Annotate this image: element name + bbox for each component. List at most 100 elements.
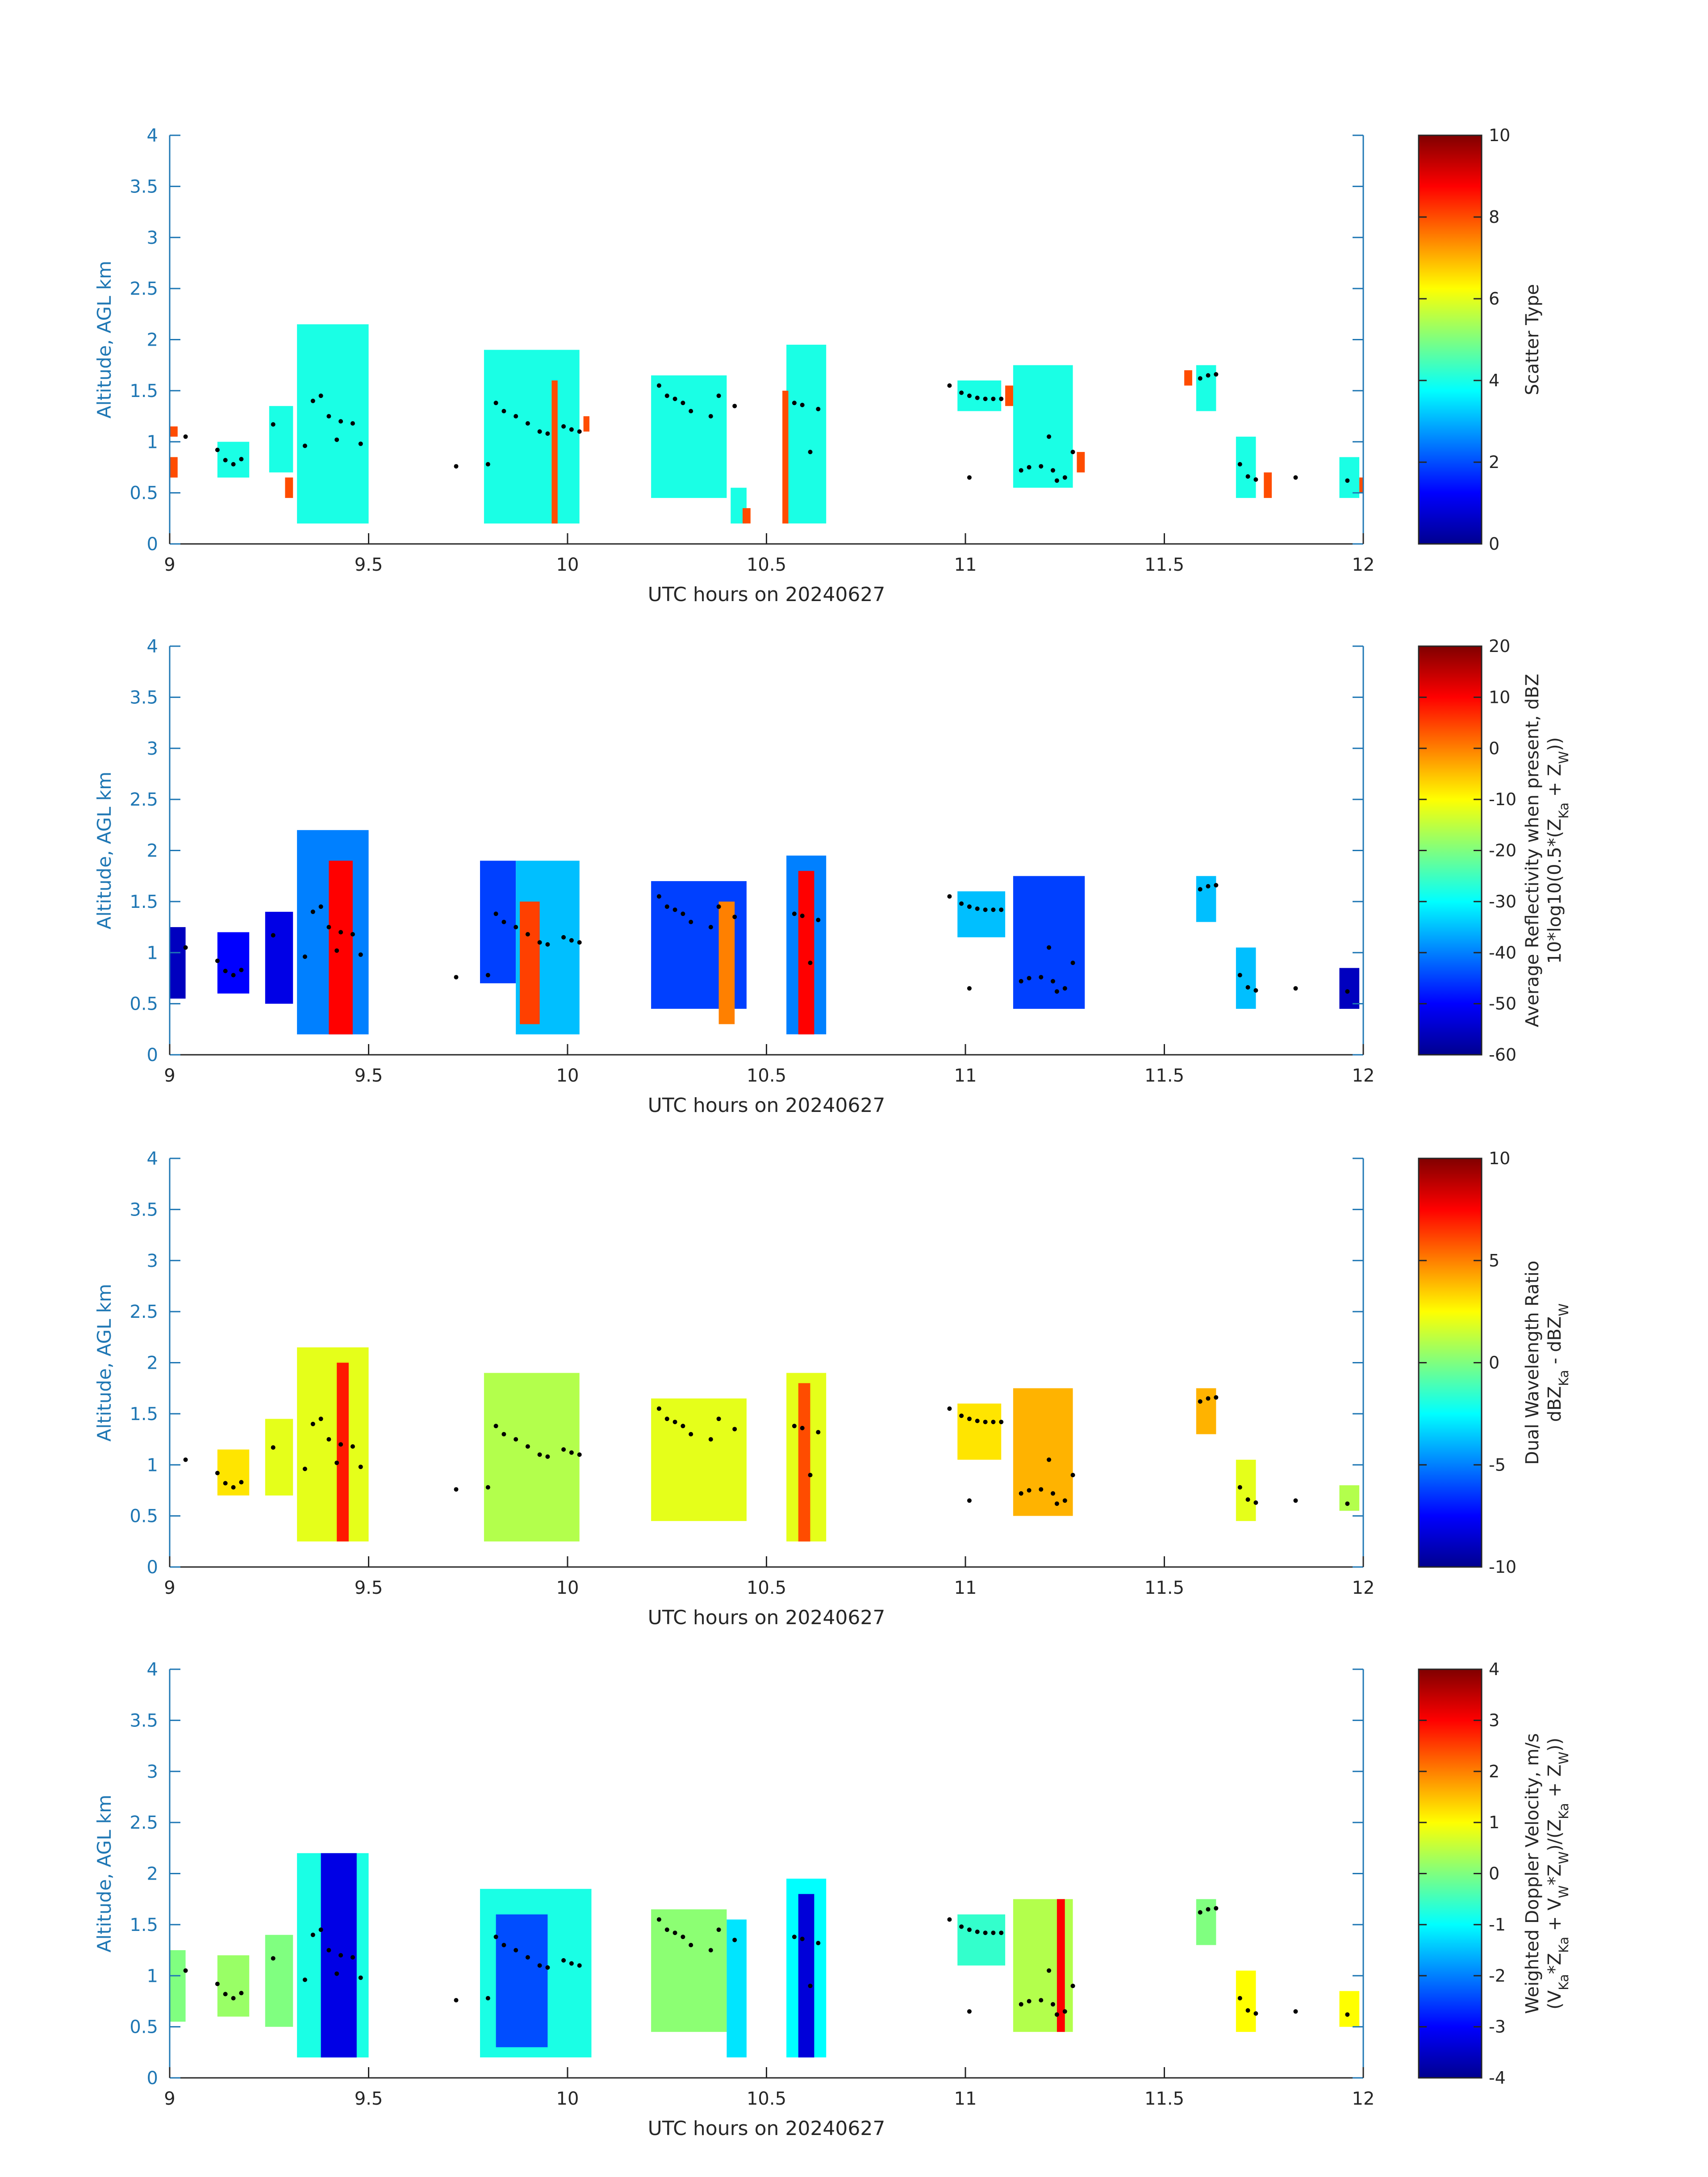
marker-dot xyxy=(681,911,685,916)
marker-dot xyxy=(1062,475,1067,480)
colorbar-label: 10*log10(0.5*(ZKa + ZW)) xyxy=(1545,737,1571,964)
marker-dot xyxy=(545,431,550,436)
y-tick-label: 0 xyxy=(147,2068,158,2089)
x-tick-label: 11 xyxy=(954,1066,977,1086)
colorbar xyxy=(1418,1157,1482,1568)
marker-dot xyxy=(1198,1910,1203,1915)
marker-dot xyxy=(732,1427,737,1432)
marker-dot xyxy=(983,1420,988,1425)
data-cell xyxy=(1196,1388,1216,1434)
y-tick-label: 4 xyxy=(147,636,158,657)
marker-dot xyxy=(672,397,677,401)
marker-dot xyxy=(792,1424,797,1429)
y-axis-label: Altitude, AGL km xyxy=(93,772,115,929)
marker-dot xyxy=(656,1917,661,1922)
marker-dot xyxy=(318,393,323,398)
marker-dot xyxy=(1345,989,1350,994)
marker-dot xyxy=(716,1417,721,1421)
y-tick-label: 3 xyxy=(147,1762,158,1782)
data-cell xyxy=(297,1347,369,1542)
data-cell xyxy=(782,390,789,524)
marker-dot xyxy=(816,407,821,411)
y-axis-label: Altitude, AGL km xyxy=(93,1284,115,1442)
marker-dot xyxy=(1070,450,1075,455)
marker-dot xyxy=(334,437,339,442)
marker-dot xyxy=(1206,373,1211,378)
marker-dot xyxy=(350,1955,355,1960)
data-cell xyxy=(957,1914,1006,1966)
marker-dot xyxy=(1253,477,1258,482)
y-tick-label: 1.5 xyxy=(129,892,158,912)
y-tick-label: 1.5 xyxy=(129,381,158,401)
marker-dot xyxy=(485,1485,490,1490)
marker-dot xyxy=(525,932,530,937)
data-cell xyxy=(1196,876,1216,922)
marker-dot xyxy=(656,894,661,899)
marker-dot xyxy=(271,422,276,427)
marker-dot xyxy=(716,904,721,909)
y-tick-label: 3.5 xyxy=(129,1199,158,1220)
colorbar-tick-label: 0 xyxy=(1489,1353,1499,1373)
data-cell xyxy=(1339,1485,1360,1511)
marker-dot xyxy=(334,948,339,953)
marker-dot xyxy=(231,1485,236,1490)
marker-dot xyxy=(1237,973,1242,978)
marker-dot xyxy=(808,1473,813,1478)
marker-dot xyxy=(1019,979,1023,984)
marker-dot xyxy=(664,904,669,909)
marker-dot xyxy=(545,942,550,947)
marker-dot xyxy=(223,1481,228,1486)
marker-dot xyxy=(514,414,518,419)
y-tick-label: 0 xyxy=(147,1557,158,1578)
marker-dot xyxy=(561,424,566,429)
marker-dot xyxy=(183,1968,188,1973)
y-tick-label: 3 xyxy=(147,1251,158,1271)
marker-dot xyxy=(1070,1473,1075,1478)
colorbar-tick-label: 4 xyxy=(1489,1659,1499,1679)
marker-dot xyxy=(664,393,669,398)
x-tick-label: 11 xyxy=(954,2089,977,2109)
marker-dot xyxy=(1062,1498,1067,1503)
marker-dot xyxy=(1198,376,1203,381)
colorbar-tick-label: -3 xyxy=(1489,2017,1506,2037)
y-tick-label: 0.5 xyxy=(129,994,158,1015)
marker-dot xyxy=(1027,1488,1031,1493)
y-tick-label: 2 xyxy=(147,1864,158,1885)
x-tick-label: 11 xyxy=(954,555,977,575)
data-cell xyxy=(269,406,293,472)
y-tick-label: 2 xyxy=(147,841,158,861)
marker-dot xyxy=(485,973,490,978)
y-tick-label: 4 xyxy=(147,1149,158,1169)
data-cell xyxy=(786,344,827,524)
colorbar-tick-label: -50 xyxy=(1489,994,1516,1014)
marker-dot xyxy=(223,458,228,463)
marker-dot xyxy=(239,968,244,973)
colorbar-tick-label: 20 xyxy=(1489,636,1510,656)
marker-dot xyxy=(537,940,542,945)
marker-dot xyxy=(716,1927,721,1932)
marker-dot xyxy=(959,901,964,906)
marker-dot xyxy=(1293,475,1298,480)
marker-dot xyxy=(800,913,805,918)
marker-dot xyxy=(1245,2008,1250,2013)
colorbar-tick-label: -40 xyxy=(1489,943,1516,962)
marker-dot xyxy=(1027,465,1031,470)
x-tick-label: 9.5 xyxy=(355,2089,383,2109)
colorbar-tick-label: 5 xyxy=(1489,1251,1499,1270)
marker-dot xyxy=(967,986,972,991)
data-cell xyxy=(1339,1991,1360,2027)
colorbar-tick-label: 1 xyxy=(1489,1813,1499,1832)
y-tick-label: 3.5 xyxy=(129,176,158,197)
colorbar-label: Weighted Doppler Velocity, m/s xyxy=(1522,1733,1543,2014)
data-cell xyxy=(651,1398,747,1521)
y-tick-label: 2.5 xyxy=(129,279,158,299)
marker-dot xyxy=(1345,2012,1350,2017)
marker-dot xyxy=(1206,884,1211,889)
marker-dot xyxy=(1062,986,1067,991)
marker-dot xyxy=(493,401,498,405)
marker-dot xyxy=(975,1929,980,1934)
marker-dot xyxy=(999,1930,1004,1935)
colorbar xyxy=(1418,134,1482,545)
